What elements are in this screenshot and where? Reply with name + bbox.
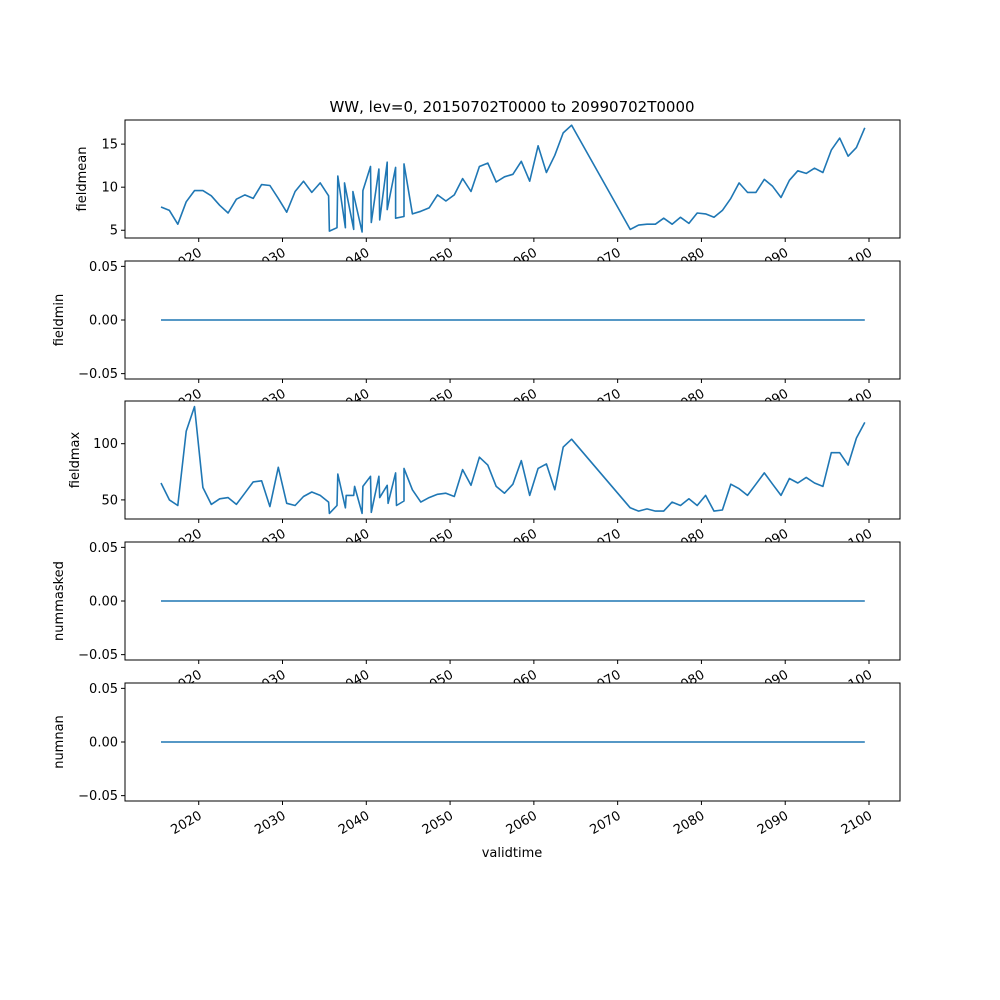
y-tick-label: 15 [101, 138, 118, 153]
chart-title: WW, lev=0, 20150702T0000 to 20990702T000… [329, 98, 694, 116]
y-tick-label: 5 [110, 224, 118, 239]
y-tick-label: 0.05 [89, 682, 118, 697]
y-tick-label: 10 [101, 181, 118, 196]
y-tick-label: −0.05 [78, 367, 118, 382]
y-tick-label: −0.05 [78, 789, 118, 804]
y-tick-label: 0.05 [89, 260, 118, 275]
axes-frame [124, 119, 901, 239]
y-axis-label: numnan [52, 715, 67, 769]
series-line-fieldmean [160, 124, 866, 233]
y-axis-label: fieldmax [68, 432, 83, 489]
y-tick-label: 0.05 [89, 541, 118, 556]
y-tick-label: 0.00 [89, 736, 118, 751]
y-axis-label: nummasked [52, 561, 67, 641]
axes-frame [124, 400, 901, 520]
y-axis-label: fieldmin [52, 294, 67, 347]
plot-area [125, 120, 900, 238]
y-tick-label: 50 [101, 493, 118, 508]
y-tick-label: −0.05 [78, 648, 118, 663]
y-tick-label: 100 [93, 437, 118, 452]
series-line-fieldmax [160, 405, 866, 515]
plot-area [125, 401, 900, 519]
y-tick-label: 0.00 [89, 595, 118, 610]
x-axis-label: validtime [482, 846, 543, 861]
y-axis-label: fieldmean [75, 147, 90, 212]
y-tick-label: 0.00 [89, 314, 118, 329]
